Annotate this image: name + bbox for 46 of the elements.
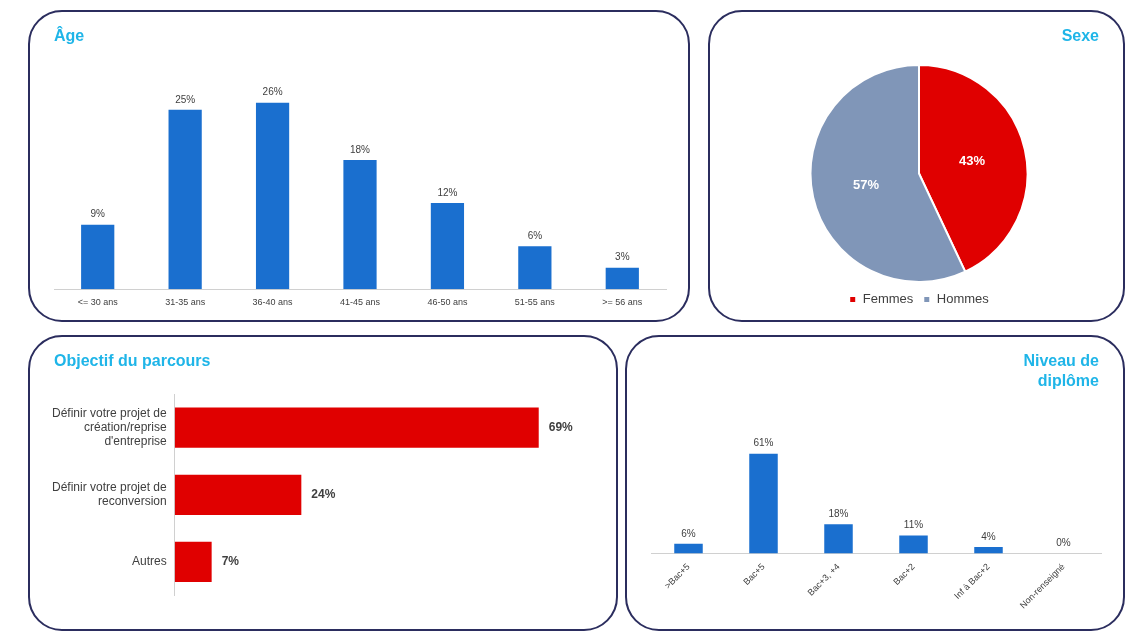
x-tick-label: 46-50 ans bbox=[427, 297, 468, 308]
x-tick-label: >= 56 ans bbox=[602, 297, 643, 308]
data-label: 0% bbox=[1056, 537, 1071, 549]
data-label: 18% bbox=[349, 143, 371, 155]
bar bbox=[974, 547, 1003, 554]
data-label: 7% bbox=[221, 554, 240, 569]
data-label: 6% bbox=[681, 527, 696, 539]
bar bbox=[343, 160, 377, 290]
text: Sexe bbox=[1060, 26, 1099, 46]
bar bbox=[899, 535, 928, 554]
data-label: 24% bbox=[311, 487, 336, 502]
bar bbox=[605, 267, 639, 290]
data-label: 9% bbox=[90, 208, 106, 220]
chart-title: Niveau de diplôme bbox=[1022, 351, 1099, 391]
x-tick-label: <= 30 ans bbox=[77, 297, 119, 308]
data-label: 69% bbox=[548, 420, 574, 435]
bar bbox=[430, 203, 465, 290]
data-label: 26% bbox=[262, 86, 283, 98]
legend-label: Femmes bbox=[862, 291, 914, 307]
bar bbox=[255, 102, 290, 290]
bar bbox=[824, 524, 853, 554]
chart-title: Âge bbox=[54, 26, 86, 46]
bar bbox=[749, 453, 778, 554]
data-label: 11% bbox=[903, 519, 924, 531]
data-label: 57% bbox=[852, 176, 879, 192]
y-tick-label: Définir votre projet de création/reprise d'entreprise bbox=[51, 405, 168, 449]
x-tick-label: 31-35 ans bbox=[165, 297, 206, 308]
data-label: 25% bbox=[175, 93, 196, 105]
chart-title: Objectif du parcours bbox=[54, 351, 212, 371]
x-tick-label: 41-45 ans bbox=[339, 297, 381, 308]
bar bbox=[674, 543, 703, 554]
bar bbox=[168, 109, 202, 290]
legend-label: Hommes bbox=[936, 291, 989, 307]
data-label: 43% bbox=[958, 153, 985, 169]
data-label: 3% bbox=[615, 251, 630, 263]
y-tick-label: Autres bbox=[132, 554, 167, 569]
x-tick-label: 36-40 ans bbox=[252, 297, 294, 308]
data-label: 4% bbox=[981, 530, 996, 542]
data-label: 12% bbox=[437, 186, 458, 198]
bar bbox=[518, 246, 552, 290]
data-label: 6% bbox=[527, 229, 543, 241]
y-tick-label: Définir votre projet de reconversion bbox=[51, 479, 168, 509]
bar bbox=[81, 224, 115, 290]
x-tick-label: 51-55 ans bbox=[514, 297, 556, 308]
data-label: 18% bbox=[828, 507, 849, 519]
data-label: 61% bbox=[753, 437, 774, 449]
